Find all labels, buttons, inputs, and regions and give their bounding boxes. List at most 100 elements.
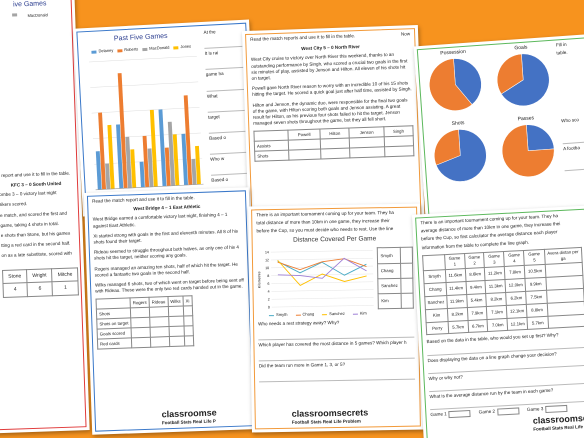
answer-line — [208, 120, 247, 134]
blank-cell — [184, 335, 194, 347]
legend-label: Chang — [302, 311, 315, 317]
answer-line — [209, 141, 248, 155]
y-tick-label: 14 — [265, 251, 269, 255]
question: A footba — [562, 144, 581, 151]
row-header: Sanchez — [377, 278, 402, 294]
spacer — [557, 57, 584, 119]
blank-cell — [401, 293, 414, 309]
text: KFC 3 – 0 South United — [10, 180, 62, 188]
legend-item: Kim — [352, 311, 367, 317]
report-line: e shots than Stone, but his games — [0, 230, 71, 238]
question: What — [206, 92, 218, 99]
grid-line — [271, 266, 374, 269]
cell: 8.2km — [486, 292, 507, 307]
blank-cell — [149, 306, 169, 318]
paragraph: Wilks managed 6 shots, two of which went… — [94, 277, 244, 294]
blank-cell — [169, 336, 185, 347]
paragraph: Hilton and Jenson, the dynamic duo, were… — [252, 96, 408, 126]
cell: 11.3km — [485, 279, 507, 294]
worksheet: Past Five Games Delaney Roberts MacDonald Jo… — [73, 19, 259, 217]
legend-swatch — [12, 13, 18, 17]
cell: 12.1km — [507, 316, 529, 331]
game-label: Game 3 — [526, 406, 544, 413]
worksheet: There is an important tournament coming … — [411, 205, 584, 438]
table: Powell Hilton Jenson Singh Assists Shots — [253, 125, 414, 162]
game-box: Game 1 — [430, 410, 471, 419]
question: Which player has covered the most distan… — [258, 339, 407, 348]
blank-cell — [183, 315, 193, 327]
blank-cell — [149, 316, 169, 328]
cell: 6 — [27, 282, 53, 297]
column-header: Stone — [2, 269, 28, 284]
legend-label: MacDonald — [27, 12, 48, 19]
row-header: Smyth — [376, 247, 401, 264]
line-chart: Kilometres 0 2 4 6 8 10 12 14 — [257, 250, 374, 310]
paragraph: West City cruise to victory over North R… — [250, 52, 408, 81]
grid-line — [271, 297, 374, 300]
layout-row: Kilometres 0 2 4 6 8 10 12 14 Smyth Chang Sanchez Ki… — [257, 247, 414, 312]
grid-line — [88, 55, 197, 63]
chart-title: Distance Covered Per Game — [293, 234, 377, 244]
answer-line — [258, 368, 416, 383]
legend-label: Smyth — [276, 312, 288, 318]
data-line — [277, 258, 367, 271]
blank-cell — [400, 262, 413, 279]
cell: 9.9km — [525, 277, 547, 292]
blank-cell — [130, 307, 150, 318]
report-line: game, taking 4 shots in total. — [0, 220, 59, 228]
question: At the — [203, 29, 216, 35]
grid-line — [91, 107, 200, 114]
answer-line — [206, 78, 245, 92]
legend-swatch — [91, 50, 97, 54]
game-label: Game 2 — [478, 408, 496, 415]
column-header: Wilks — [167, 296, 184, 307]
blank-cell — [401, 277, 414, 294]
worksheet: Read the match report and use it to fill… — [83, 187, 258, 435]
legend-swatch — [295, 314, 301, 316]
question: Based o — [208, 134, 227, 141]
cell: 9.4km — [465, 280, 487, 295]
legend-label: MacDonald — [149, 45, 170, 52]
legend-label: Sanchez — [329, 311, 345, 317]
row-header: Red cards — [97, 337, 132, 350]
side-column: Fill in table. Who sco A footba — [556, 41, 584, 178]
pie-cell: Shots — [427, 118, 493, 187]
cell: 5.7km — [527, 315, 549, 330]
legend-swatch — [352, 313, 358, 315]
bar — [195, 145, 201, 185]
axis — [95, 183, 204, 190]
legend-label: Delaney — [98, 48, 114, 54]
row-header: Chang — [377, 262, 402, 279]
table: Game 1 Game 2 Game 3 Game 4 Game 5 Avera dist… — [422, 247, 584, 336]
grid-line — [271, 281, 374, 285]
blank-cell — [547, 313, 584, 329]
blank-cell — [384, 145, 414, 157]
row-header: Perry — [426, 321, 449, 335]
cell: 7.9km — [467, 306, 488, 321]
chart-column: Past Five Games Delaney Roberts MacDonald Jo… — [82, 28, 210, 216]
blank-cell — [168, 316, 184, 327]
cell: 7.0km — [487, 317, 509, 332]
blank-cell — [288, 149, 322, 161]
blank-cell — [150, 326, 170, 338]
text: ive Games — [12, 0, 47, 9]
pie-cell: Possession — [422, 48, 488, 117]
y-tick-label: 12 — [265, 259, 269, 263]
paragraph: West Bridge earned a comfortable victory… — [92, 212, 228, 229]
y-tick-label: 6 — [267, 282, 269, 286]
grid-line — [90, 81, 199, 88]
table-row: Chang — [377, 262, 413, 279]
grid-line — [270, 250, 373, 253]
table: Stone Wright Mitche 4 6 1 — [2, 267, 79, 298]
cell: 4 — [2, 282, 28, 298]
question: Based o — [211, 177, 229, 184]
legend-swatch — [322, 313, 328, 316]
grid-line — [271, 305, 374, 308]
worksheet: Possession Goals Shots Passes Fill in table. W… — [413, 34, 584, 236]
bar — [98, 112, 107, 190]
pie-chart — [496, 53, 550, 106]
bar — [158, 109, 167, 187]
legend-item: Smyth — [269, 312, 288, 318]
answer-box — [448, 410, 471, 419]
